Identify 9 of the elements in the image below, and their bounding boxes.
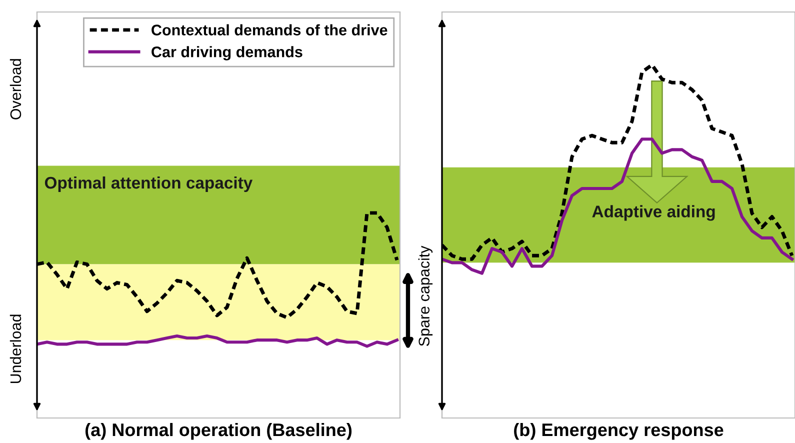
text: Overload bbox=[10, 59, 22, 120]
legend-label: Car driving demands bbox=[152, 46, 302, 60]
text: Spare capacity bbox=[418, 246, 433, 346]
text: (a) Normal operation (Baseline) bbox=[85, 422, 352, 440]
legend-label: Contextual demands of the drive bbox=[152, 24, 388, 36]
text: (b) Emergency response bbox=[514, 422, 724, 440]
band-label: Optimal attention capacity bbox=[44, 176, 253, 192]
text: Underload bbox=[10, 314, 22, 384]
annotation: Adaptive aiding bbox=[592, 205, 715, 221]
